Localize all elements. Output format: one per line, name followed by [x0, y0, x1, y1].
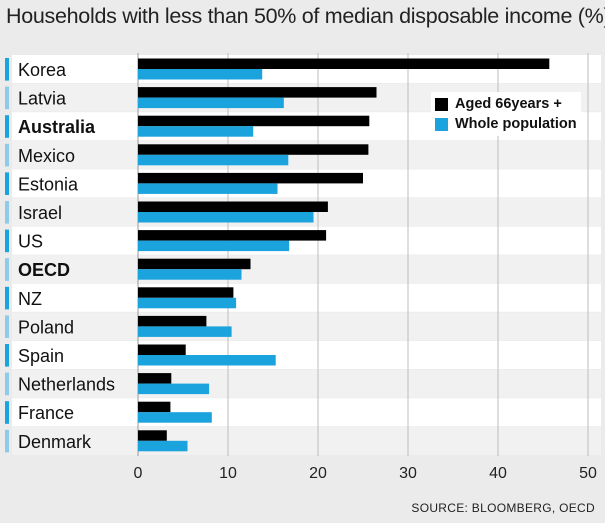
row-marker: [5, 344, 9, 367]
legend-item-aged: Aged 66years +: [435, 94, 577, 114]
legend: Aged 66years + Whole population: [431, 92, 581, 136]
row-background: [12, 283, 601, 312]
bar-aged: [138, 201, 328, 212]
legend-label-whole: Whole population: [455, 116, 577, 132]
row-marker: [5, 401, 9, 424]
bar-aged: [138, 344, 186, 355]
legend-label-aged: Aged 66years +: [455, 96, 562, 112]
category-label: Estonia: [18, 174, 79, 194]
bar-whole: [138, 440, 188, 452]
x-tick-label: 20: [309, 465, 327, 482]
row-marker: [5, 429, 9, 453]
row-marker: [5, 172, 9, 195]
category-labels: Korea Latvia Australia Mexico Estonia Israel U…: [18, 60, 115, 452]
x-tick-label: 0: [134, 465, 143, 482]
category-label: Netherlands: [18, 375, 115, 395]
bar-aged: [138, 430, 167, 441]
category-label: Mexico: [18, 146, 75, 166]
row-marker: [5, 115, 9, 138]
bar-aged: [138, 315, 207, 327]
bar-whole: [138, 154, 289, 166]
bar-whole: [138, 269, 242, 280]
row-background: [12, 426, 601, 455]
bar-whole: [138, 126, 254, 137]
row-marker: [5, 143, 9, 167]
row-background: [12, 312, 601, 341]
x-tick-label: 50: [579, 465, 597, 482]
bar-whole: [138, 97, 284, 109]
row-marker: [5, 58, 9, 81]
row-marker: [5, 258, 9, 281]
bars: [138, 58, 550, 452]
category-label: Australia: [18, 117, 96, 137]
bar-aged: [138, 144, 369, 155]
bar-aged: [138, 172, 363, 184]
x-tick-label: 10: [219, 465, 237, 482]
row-background: [12, 341, 601, 369]
category-label: NZ: [18, 289, 42, 309]
chart-title: Households with less than 50% of median …: [6, 4, 605, 28]
bar-whole: [138, 212, 314, 223]
bar-whole: [138, 240, 290, 252]
bar-aged: [138, 115, 370, 127]
row-marker: [5, 315, 9, 338]
bar-whole: [138, 326, 232, 337]
bar-aged: [138, 373, 172, 384]
x-tick-labels: 0 10 20 30 40 50: [134, 465, 597, 482]
row-marker: [5, 286, 9, 310]
bar-whole: [138, 183, 278, 194]
row-marker: [5, 229, 9, 253]
category-label: Poland: [18, 317, 74, 337]
bar-aged: [138, 258, 251, 270]
legend-swatch-whole: [435, 117, 448, 131]
bar-aged: [138, 401, 171, 413]
row-marker: [5, 372, 9, 396]
bar-whole: [138, 355, 276, 366]
category-label: France: [18, 403, 74, 423]
row-background: [12, 369, 601, 398]
bar-whole: [138, 69, 263, 80]
row-marker: [5, 201, 9, 224]
bar-aged: [138, 230, 327, 241]
category-label: Denmark: [18, 432, 92, 452]
category-label: OECD: [18, 260, 70, 280]
category-label: US: [18, 232, 43, 252]
bar-whole: [138, 412, 212, 423]
bar-whole: [138, 383, 210, 395]
x-tick-label: 40: [489, 465, 507, 482]
legend-swatch-aged: [435, 97, 448, 111]
category-label: Korea: [18, 60, 67, 80]
category-label: Spain: [18, 346, 64, 366]
source-note: SOURCE: BLOOMBERG, OECD: [411, 501, 595, 515]
category-label: Latvia: [18, 89, 67, 109]
legend-item-whole: Whole population: [435, 114, 577, 134]
row-background: [12, 255, 601, 284]
bar-whole: [138, 297, 237, 309]
category-label: Israel: [18, 203, 62, 223]
x-tick-label: 30: [399, 465, 417, 482]
bar-aged: [138, 58, 550, 69]
bar-aged: [138, 87, 377, 98]
row-marker: [5, 86, 9, 110]
bar-aged: [138, 287, 234, 298]
row-background: [12, 398, 601, 427]
